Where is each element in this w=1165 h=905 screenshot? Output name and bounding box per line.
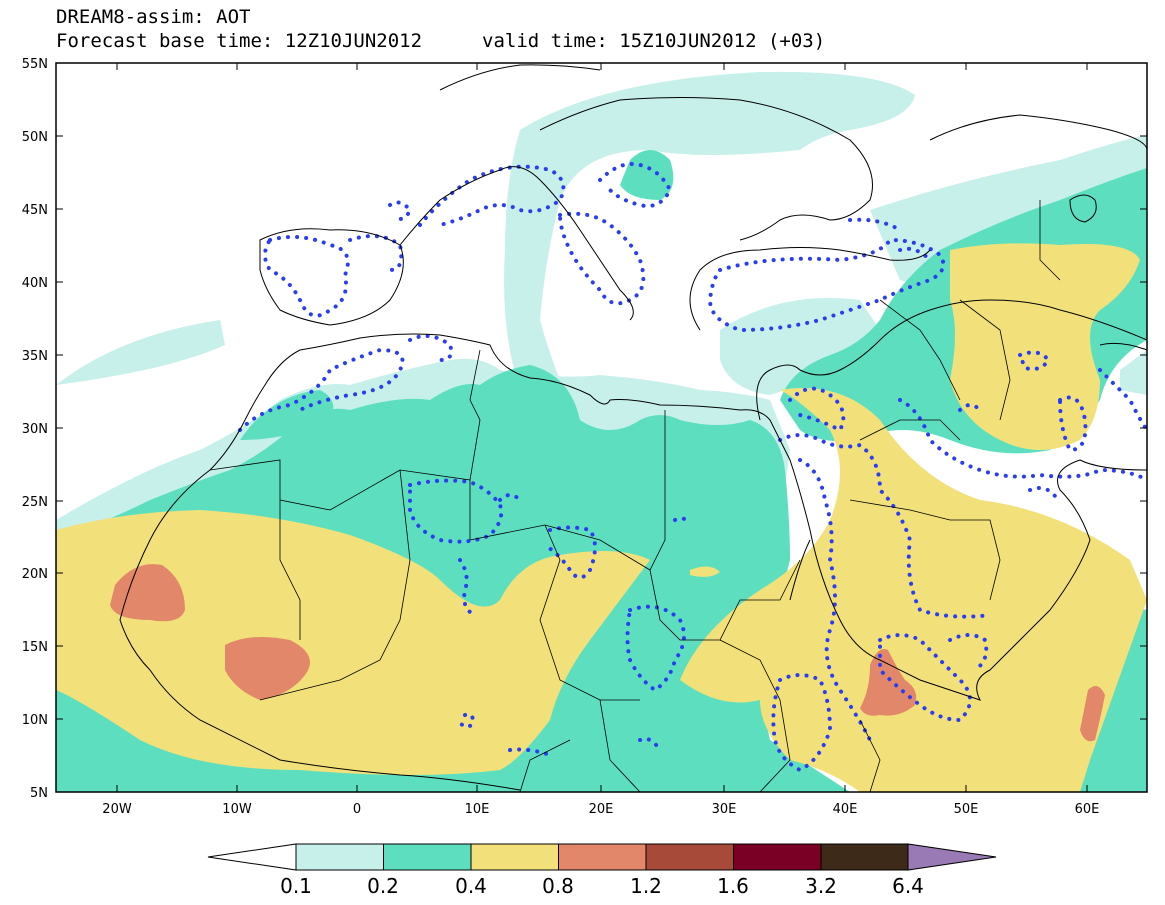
dotted-contours xyxy=(238,162,1147,773)
colorbar-max-arrow xyxy=(907,843,997,871)
lon-label: 30E xyxy=(712,802,737,817)
colorbar-label: 3.2 xyxy=(805,874,837,898)
aot-band-0.4 xyxy=(690,566,720,577)
lon-label: 50E xyxy=(954,802,979,817)
lat-label: 20N xyxy=(22,567,48,582)
colorbar-label: 0.4 xyxy=(455,874,487,898)
colorbar-min-arrow xyxy=(207,843,297,871)
colorbar-swatch xyxy=(295,843,384,871)
lat-label: 30N xyxy=(22,422,48,437)
lat-label: 10N xyxy=(22,713,48,728)
aot-band-0.1 xyxy=(1120,350,1147,395)
aot-band-0.1 xyxy=(504,71,915,390)
map-title: DREAM8-assim: AOT xyxy=(56,6,251,28)
colorbar-label: 1.2 xyxy=(630,874,662,898)
colorbar-swatch xyxy=(383,843,472,871)
aot-band-0.8 xyxy=(110,564,185,622)
lon-label: 20W xyxy=(102,802,132,817)
lat-axis: 55N 50N 45N 40N 35N 30N 25N 20N 15N 10N … xyxy=(22,57,48,801)
map-frame xyxy=(55,62,1148,793)
colorbar-swatch xyxy=(733,843,822,871)
colorbar-swatch xyxy=(820,843,909,871)
lon-label: 0 xyxy=(353,802,361,817)
lat-label: 5N xyxy=(30,786,48,801)
aot-band-0.4 xyxy=(56,510,650,792)
aot-band-0.2 xyxy=(240,390,334,440)
lat-label: 35N xyxy=(22,349,48,364)
lon-label: 60E xyxy=(1075,802,1100,817)
aot-band-0.8 xyxy=(1080,686,1105,742)
colorbar-label: 1.6 xyxy=(717,874,749,898)
lat-label: 50N xyxy=(22,130,48,145)
aot-band-0.4 xyxy=(680,388,1147,792)
colorbar-swatch xyxy=(645,843,734,871)
colorbar-labels: 0.1 0.2 0.4 0.8 1.2 1.6 3.2 6.4 xyxy=(280,874,924,898)
lon-label: 40E xyxy=(833,802,858,817)
lat-label: 25N xyxy=(22,495,48,510)
map-subtitle: Forecast base time: 12Z10JUN2012 valid ti… xyxy=(56,30,825,52)
coastlines xyxy=(119,64,1147,791)
aot-band-0.8 xyxy=(860,649,917,716)
colorbar-swatch xyxy=(558,843,647,871)
aot-field xyxy=(56,63,1147,792)
colorbar-label: 0.1 xyxy=(280,874,312,898)
colorbar-label: 0.8 xyxy=(542,874,574,898)
aot-band-0.4 xyxy=(950,243,1140,450)
aot-band-0.2 xyxy=(620,150,674,200)
lon-label: 10W xyxy=(222,802,252,817)
lon-label: 20E xyxy=(589,802,614,817)
aot-band-0.1 xyxy=(56,320,225,385)
colorbar-swatch xyxy=(470,843,559,871)
lon-axis: 20W 10W 0 10E 20E 30E 40E 50E 60E xyxy=(102,802,1099,817)
lat-label: 55N xyxy=(22,57,48,72)
country-borders xyxy=(209,200,1061,792)
colorbar-label: 6.4 xyxy=(892,874,924,898)
lat-label: 40N xyxy=(22,276,48,291)
lat-label: 15N xyxy=(22,640,48,655)
lat-label: 45N xyxy=(22,203,48,218)
colorbar-label: 0.2 xyxy=(367,874,399,898)
base-time-label: Forecast base time: 12Z10JUN2012 xyxy=(56,30,423,52)
lon-label: 10E xyxy=(465,802,490,817)
aot-band-0.8 xyxy=(225,636,310,700)
valid-time-label: valid time: 15Z10JUN2012 (+03) xyxy=(482,30,826,52)
colorbar: 0.1 0.2 0.4 0.8 1.2 1.6 3.2 6.4 xyxy=(207,843,997,898)
aot-band-0.1 xyxy=(720,298,880,395)
inner-ticks xyxy=(56,63,1147,792)
